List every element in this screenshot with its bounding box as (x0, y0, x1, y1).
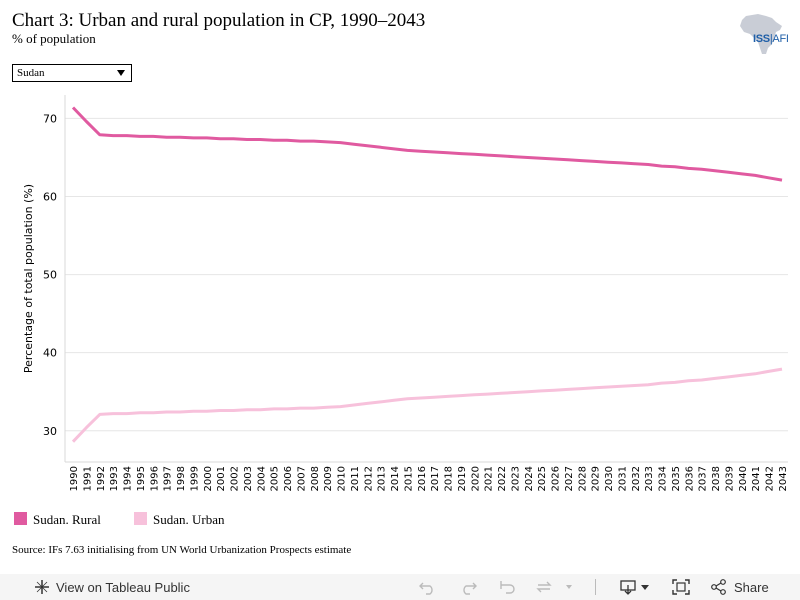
x-tick-label-2034: 2034 (658, 466, 669, 491)
x-tick-label-2003: 2003 (243, 466, 254, 491)
revert-button[interactable] (498, 574, 518, 600)
x-tick-label-2042: 2042 (765, 466, 776, 491)
share-label: Share (734, 579, 769, 595)
x-tick-label-2010: 2010 (337, 466, 348, 491)
legend-swatch-rural (14, 512, 27, 525)
x-tick-label-2030: 2030 (604, 466, 615, 491)
y-tick-label-30: 30 (43, 425, 57, 438)
x-tick-label-2005: 2005 (270, 466, 281, 491)
x-tick-label-2019: 2019 (457, 466, 468, 491)
y-tick-label-70: 70 (43, 112, 57, 125)
x-tick-label-2004: 2004 (256, 466, 267, 491)
tableau-toolbar: View on Tableau Public Share (0, 574, 800, 600)
x-tick-label-2007: 2007 (296, 466, 307, 491)
series-line-rural (71, 106, 783, 182)
x-tick-label-2017: 2017 (430, 466, 441, 491)
x-tick-label-1990: 1990 (69, 466, 80, 491)
chevron-down-icon (117, 70, 125, 76)
line-chart: 30 40 50 60 70 Percentage of total population… (22, 95, 789, 491)
x-tick-label-2037: 2037 (698, 466, 709, 491)
x-tick-label-2002: 2002 (230, 466, 241, 491)
x-tick-label-2024: 2024 (524, 466, 535, 491)
legend-label-urban: Sudan. Urban (153, 512, 225, 527)
x-tick-label-2021: 2021 (484, 466, 495, 491)
x-tick-label-2028: 2028 (577, 466, 588, 491)
refresh-icon (536, 581, 572, 593)
x-tick-label-1998: 1998 (176, 466, 187, 491)
y-tick-label-60: 60 (43, 191, 57, 204)
x-tick-label-2012: 2012 (363, 466, 374, 491)
africa-map-icon (740, 14, 782, 54)
x-tick-label-2036: 2036 (684, 466, 695, 491)
chart-subtitle: % of population (12, 31, 96, 46)
x-tick-label-2014: 2014 (390, 466, 401, 491)
chart-title: Chart 3: Urban and rural population in C… (12, 10, 426, 31)
x-tick-label-2023: 2023 (510, 466, 521, 491)
y-axis-label: Percentage of total population (%) (22, 184, 35, 373)
x-tick-label-2027: 2027 (564, 466, 575, 491)
x-tick-label-2022: 2022 (497, 466, 508, 491)
legend-item-rural[interactable]: Sudan. Rural (14, 512, 101, 528)
x-tick-label-2038: 2038 (711, 466, 722, 491)
x-tick-label-2015: 2015 (403, 466, 414, 491)
x-tick-label-2020: 2020 (470, 466, 481, 491)
x-tick-label-2039: 2039 (724, 466, 735, 491)
x-tick-label-2013: 2013 (377, 466, 388, 491)
x-tick-label-2025: 2025 (537, 466, 548, 491)
x-tick-label-1993: 1993 (109, 466, 120, 491)
x-tick-label-2033: 2033 (644, 466, 655, 491)
legend-swatch-urban (134, 512, 147, 525)
x-tick-label-2016: 2016 (417, 466, 428, 491)
view-on-tableau-link[interactable]: View on Tableau Public (34, 574, 190, 600)
x-tick-label-1995: 1995 (136, 466, 147, 491)
x-tick-label-2009: 2009 (323, 466, 334, 491)
x-tick-label-1992: 1992 (96, 466, 107, 491)
view-on-tableau-label: View on Tableau Public (56, 579, 190, 595)
undo-button[interactable] (418, 574, 438, 600)
revert-icon (500, 581, 515, 594)
x-tick-label-2035: 2035 (671, 466, 682, 491)
undo-icon (419, 582, 433, 595)
iss-afi-logo: ISS|AFI (753, 33, 789, 45)
x-tick-label-2031: 2031 (617, 466, 628, 491)
x-tick-label-2001: 2001 (216, 466, 227, 491)
x-tick-label-2026: 2026 (551, 466, 562, 491)
x-tick-label-2041: 2041 (751, 466, 762, 491)
legend-label-rural: Sudan. Rural (33, 512, 101, 527)
y-tick-label-50: 50 (43, 269, 57, 282)
download-icon (620, 580, 649, 595)
x-tick-label-2029: 2029 (591, 466, 602, 491)
x-tick-label-2006: 2006 (283, 466, 294, 491)
series-line-urban (71, 367, 783, 443)
x-tick-label-2018: 2018 (444, 466, 455, 491)
x-tick-label-2040: 2040 (738, 466, 749, 491)
x-tick-label-2011: 2011 (350, 466, 361, 491)
redo-button[interactable] (458, 574, 478, 600)
country-filter-value: Sudan (17, 67, 45, 79)
x-tick-label-2008: 2008 (310, 466, 321, 491)
share-icon (711, 579, 726, 595)
x-tick-label-1991: 1991 (82, 466, 93, 491)
refresh-button[interactable] (536, 574, 572, 600)
x-tick-label-2000: 2000 (203, 466, 214, 491)
x-tick-label-1996: 1996 (149, 466, 160, 491)
x-tick-label-2032: 2032 (631, 466, 642, 491)
y-tick-label-40: 40 (43, 347, 57, 360)
x-tick-label-2043: 2043 (778, 466, 789, 491)
legend-item-urban[interactable]: Sudan. Urban (134, 512, 225, 528)
fullscreen-button[interactable] (672, 574, 690, 600)
x-tick-label-1997: 1997 (163, 466, 174, 491)
download-button[interactable] (620, 574, 652, 600)
x-tick-label-1999: 1999 (189, 466, 200, 491)
x-tick-label-1994: 1994 (123, 466, 134, 491)
redo-icon (463, 582, 477, 595)
toolbar-divider (595, 574, 596, 600)
fullscreen-icon (672, 579, 690, 595)
tableau-logo-icon (35, 580, 49, 594)
share-button[interactable]: Share (710, 574, 769, 600)
source-note: Source: IFs 7.63 initialising from UN Wo… (12, 544, 352, 556)
country-filter-dropdown[interactable]: Sudan (12, 64, 132, 82)
